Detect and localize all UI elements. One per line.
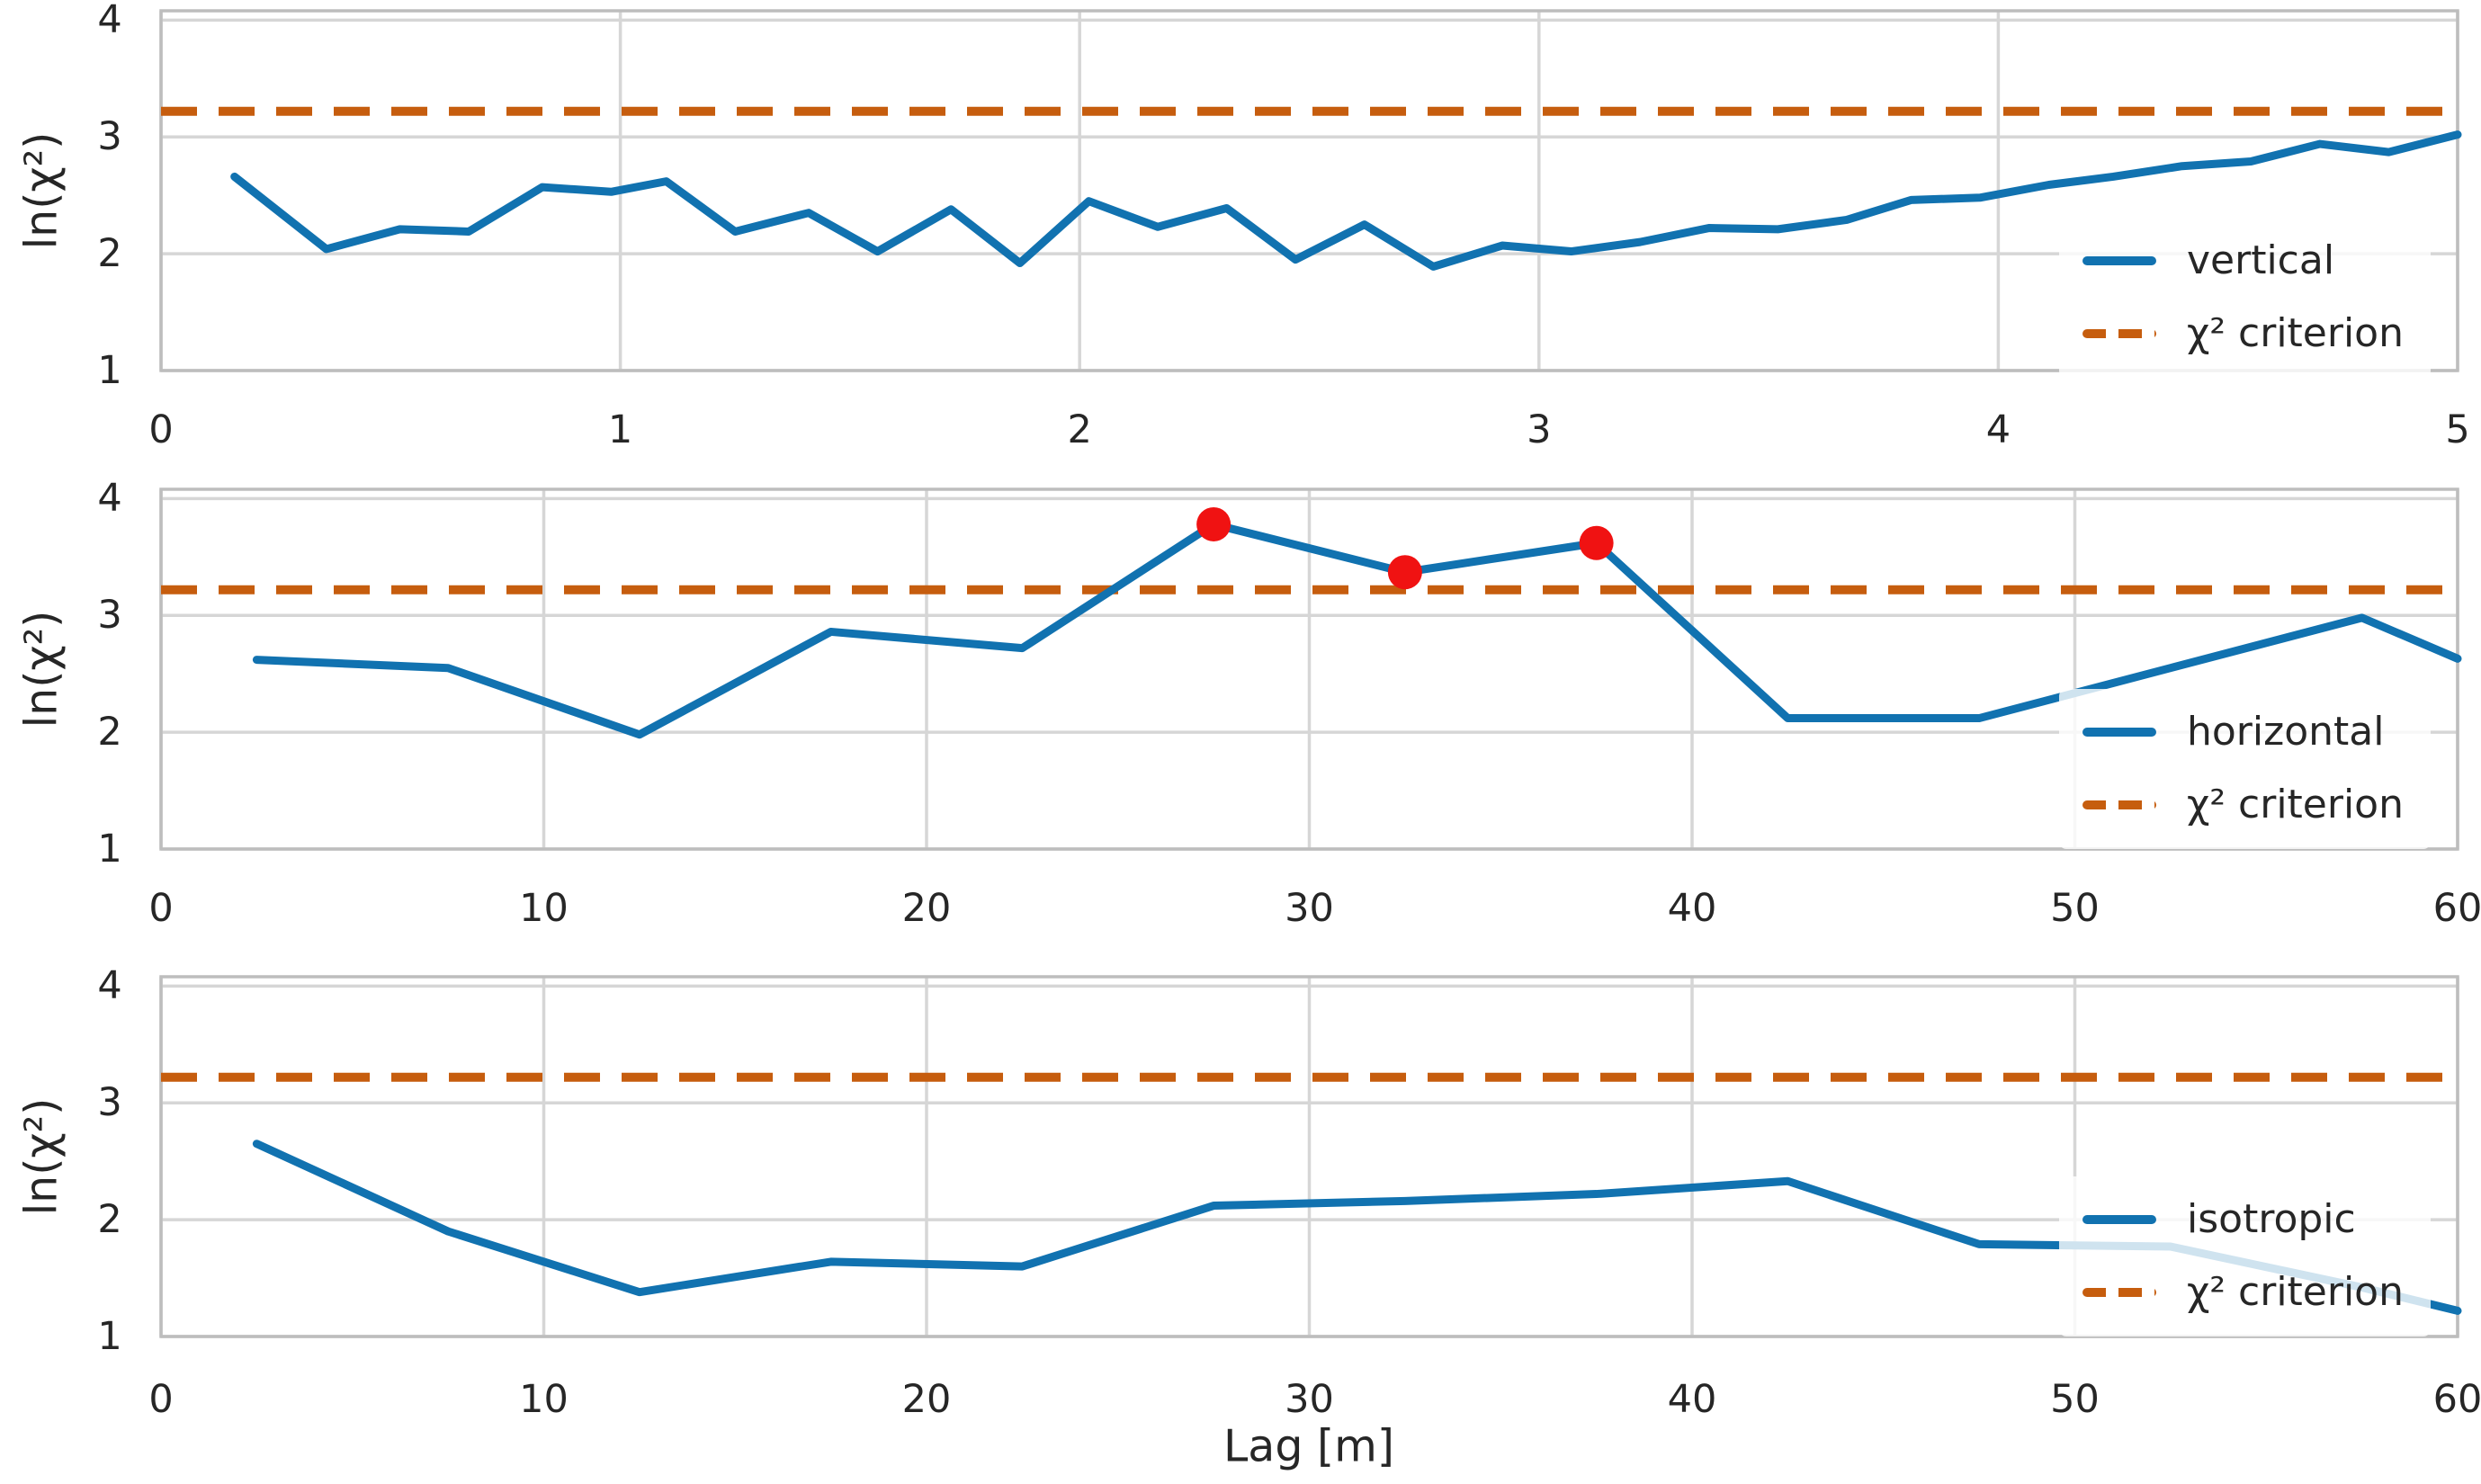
outlier-marker — [1196, 506, 1232, 541]
legend-entry: horizontal — [2082, 709, 2404, 755]
legend-entry: χ² criterion — [2082, 1269, 2404, 1315]
dashed-line-swatch-icon — [2082, 328, 2156, 338]
dashed-line-swatch-icon — [2082, 1287, 2156, 1297]
outlier-marker — [1387, 555, 1422, 590]
solid-line-swatch-icon — [2082, 727, 2156, 737]
legend-label: isotropic — [2187, 1196, 2356, 1242]
x-axis-label: Lag [m] — [1223, 1420, 1394, 1472]
series-vertical — [230, 130, 2462, 271]
legend-vertical: vertical χ² criterion — [2059, 218, 2431, 378]
y-axis-label-bottom: ln(χ²) — [15, 1097, 67, 1216]
dashed-line-swatch-icon — [2082, 800, 2156, 809]
solid-line-swatch-icon — [2082, 255, 2156, 265]
solid-line-swatch-icon — [2082, 1214, 2156, 1224]
legend-label: χ² criterion — [2187, 310, 2404, 356]
subplot-vertical — [159, 9, 2462, 372]
legend-label: horizontal — [2187, 709, 2385, 755]
legend-entry: χ² criterion — [2082, 782, 2404, 827]
legend-entry: χ² criterion — [2082, 310, 2404, 356]
legend-horizontal: horizontal χ² criterion — [2059, 689, 2431, 849]
legend-entry: isotropic — [2082, 1196, 2404, 1242]
legend-label: χ² criterion — [2187, 1269, 2404, 1315]
legend-entry: vertical — [2082, 237, 2404, 283]
y-axis-label-top: ln(χ²) — [15, 131, 67, 250]
legend-label: χ² criterion — [2187, 782, 2404, 827]
legend-label: vertical — [2187, 237, 2335, 283]
y-axis-label-middle: ln(χ²) — [15, 610, 67, 729]
legend-isotropic: isotropic χ² criterion — [2059, 1176, 2431, 1336]
outlier-marker — [1579, 525, 1614, 560]
